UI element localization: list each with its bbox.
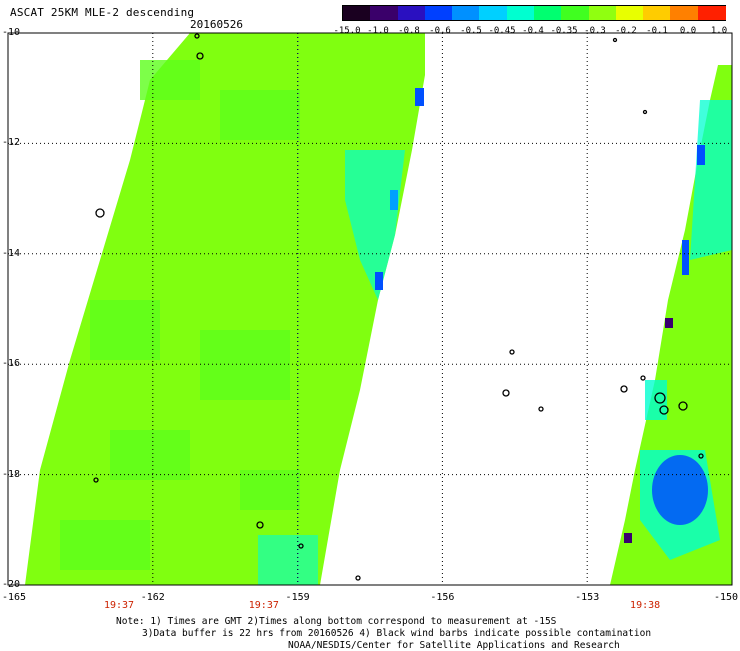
colorbar-tick-label: -0.35	[550, 26, 578, 36]
colorbar-tick-label: -0.45	[488, 26, 516, 36]
colorbar-tick-label: 0.0	[679, 26, 697, 36]
island-outline	[355, 575, 361, 581]
map-date: 20160526	[190, 18, 243, 31]
island-outline	[612, 37, 618, 43]
colorbar-segment	[561, 6, 590, 20]
colorbar-segment	[452, 6, 480, 20]
colorbar-segment	[343, 6, 371, 20]
colorbar-segment	[370, 6, 399, 20]
island-outline	[194, 33, 200, 39]
island-outline	[509, 349, 515, 355]
low-cell	[390, 190, 398, 210]
latitude-label: -20	[2, 579, 21, 590]
colorbar-segment	[506, 6, 535, 20]
longitude-label: -150	[713, 592, 739, 603]
swath-texture	[90, 300, 160, 360]
colorbar-segment	[479, 6, 508, 20]
colorbar-tick-label: -0.8	[398, 26, 420, 36]
low-value-patch	[690, 100, 732, 260]
colorbar-segment	[397, 6, 426, 20]
very-low-cell	[665, 318, 673, 328]
very-low-cell	[697, 145, 705, 165]
colorbar-tick-label: 1.0	[710, 26, 728, 36]
longitude-label: -162	[140, 592, 165, 603]
colorbar-tick-label: -0.5	[460, 26, 482, 36]
island-outline	[698, 453, 704, 459]
very-low-cell	[415, 88, 424, 106]
colorbar-segment	[615, 6, 644, 20]
colorbar-segment	[670, 6, 699, 20]
island-outline	[502, 389, 510, 397]
latitude-label: -18	[2, 468, 21, 480]
colorbar-tick-label: -1.0	[367, 26, 389, 36]
low-value-core	[652, 455, 708, 525]
island-outline	[654, 392, 666, 404]
island-outline	[642, 109, 648, 115]
colorbar-segment	[697, 6, 726, 20]
island-outline	[256, 521, 264, 529]
time-label: 19:37	[103, 600, 135, 611]
latitude-label: -14	[2, 247, 21, 259]
island-outline	[93, 477, 99, 483]
very-low-cell	[624, 533, 632, 543]
time-label: 19:38	[630, 600, 661, 611]
colorbar-tick-label: -0.2	[615, 26, 637, 36]
swath-texture	[140, 60, 200, 100]
low-value-patch	[258, 535, 318, 585]
latitude-label: -10	[2, 27, 21, 38]
colorbar-segment	[534, 6, 562, 20]
swath-texture	[220, 90, 300, 140]
swath-texture	[60, 520, 150, 570]
longitude-label: -156	[430, 592, 455, 603]
colorbar-segment	[424, 6, 453, 20]
latitude-label: -16	[2, 358, 21, 370]
colorbar-segment	[643, 6, 671, 20]
map-frame	[7, 32, 733, 586]
very-low-cell	[682, 240, 689, 275]
swath-texture	[200, 330, 290, 400]
colorbar-segment	[588, 6, 617, 20]
colorbar-tick-label: -0.4	[522, 26, 544, 36]
island-outline	[538, 406, 544, 412]
island-outline	[196, 52, 204, 60]
very-low-cell	[375, 272, 383, 290]
latitude-label: -12	[2, 137, 21, 149]
note-line-1: Note: 1) Times are GMT 2)Times along bot…	[116, 616, 557, 627]
island-outline	[678, 401, 688, 411]
longitude-label: -159	[285, 592, 310, 603]
island-outline	[640, 375, 646, 381]
low-value-patch	[345, 150, 405, 300]
colorbar-tick-label: -0.1	[646, 26, 668, 36]
island-outline	[95, 208, 105, 218]
colorbar-tick-label: -15.0	[333, 26, 361, 36]
island-outline	[659, 405, 669, 415]
colorbar-tick-label: -0.6	[429, 26, 451, 36]
note-line-3: NOAA/NESDIS/Center for Satellite Applica…	[288, 640, 620, 651]
longitude-label: -153	[575, 592, 600, 603]
swath-texture	[110, 430, 190, 480]
island-outline	[620, 385, 628, 393]
time-label: 19:37	[248, 600, 279, 611]
note-line-2: 3)Data buffer is 22 hrs from 20160526 4)…	[142, 628, 652, 639]
colorbar	[342, 5, 726, 21]
swath-texture	[240, 470, 300, 510]
island-outline	[298, 543, 304, 549]
longitude-label: -165	[1, 592, 27, 603]
colorbar-tick-label: -0.3	[584, 26, 606, 36]
map-title: ASCAT 25KM MLE-2 descending	[10, 6, 195, 19]
